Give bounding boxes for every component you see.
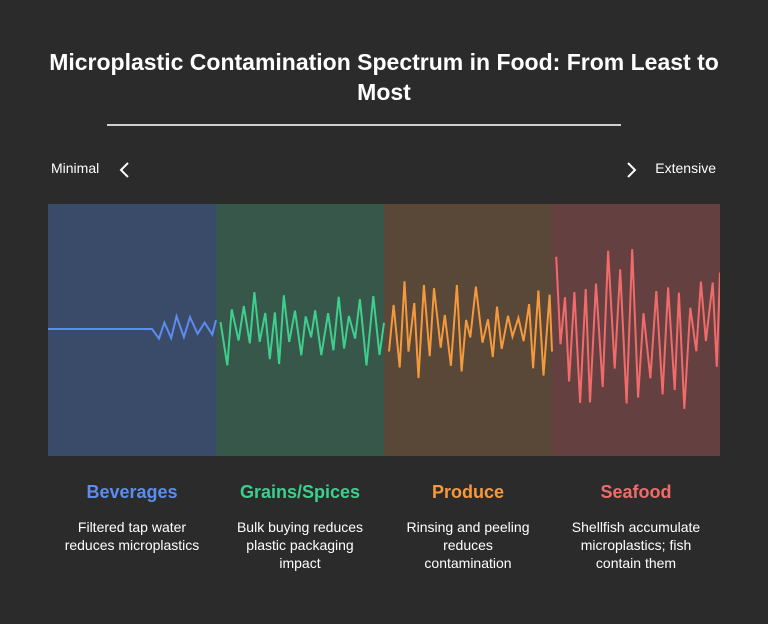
- category-produce: Produce Rinsing and peeling reduces cont…: [384, 480, 552, 572]
- page-title: Microplastic Contamination Spectrum in F…: [49, 49, 719, 105]
- title-divider: [107, 124, 621, 126]
- category-grains-spices: Grains/Spices Bulk buying reduces plasti…: [216, 480, 384, 572]
- scale-min-label: Minimal: [51, 160, 100, 176]
- wave-grains-spices: [219, 291, 385, 366]
- spectrum-panel: [48, 204, 720, 456]
- category-name: Grains/Spices: [239, 482, 361, 502]
- chevron-right-icon: [627, 162, 637, 178]
- category-name: Produce: [431, 482, 505, 502]
- category-description: Bulk buying reduces plastic packaging im…: [236, 519, 364, 571]
- wave-produce: [388, 281, 553, 379]
- category-description: Shellfish accumulate microplastics; fish…: [571, 519, 701, 571]
- category-description: Rinsing and peeling reduces contaminatio…: [406, 519, 530, 571]
- wave-beverages: [48, 312, 217, 342]
- band-grains-spices: [216, 204, 384, 456]
- category-description: Filtered tap water reduces microplastics: [64, 519, 200, 553]
- category-name: Seafood: [600, 482, 672, 502]
- category-beverages: Beverages Filtered tap water reduces mic…: [48, 480, 216, 554]
- wave-seafood: [555, 249, 720, 409]
- category-name: Beverages: [86, 482, 178, 502]
- chevron-left-icon: [119, 162, 129, 178]
- category-seafood: Seafood Shellfish accumulate microplasti…: [552, 480, 720, 572]
- scale-max-label: Extensive: [655, 160, 716, 176]
